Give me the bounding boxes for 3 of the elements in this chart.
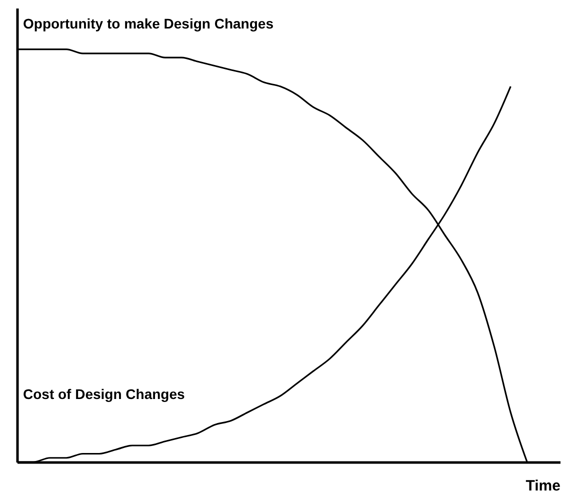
text: Cost of Design Changes [23, 386, 186, 402]
x-axis-title: Time [526, 478, 560, 494]
series-label: Opportunity to make Design Changes [23, 15, 274, 32]
